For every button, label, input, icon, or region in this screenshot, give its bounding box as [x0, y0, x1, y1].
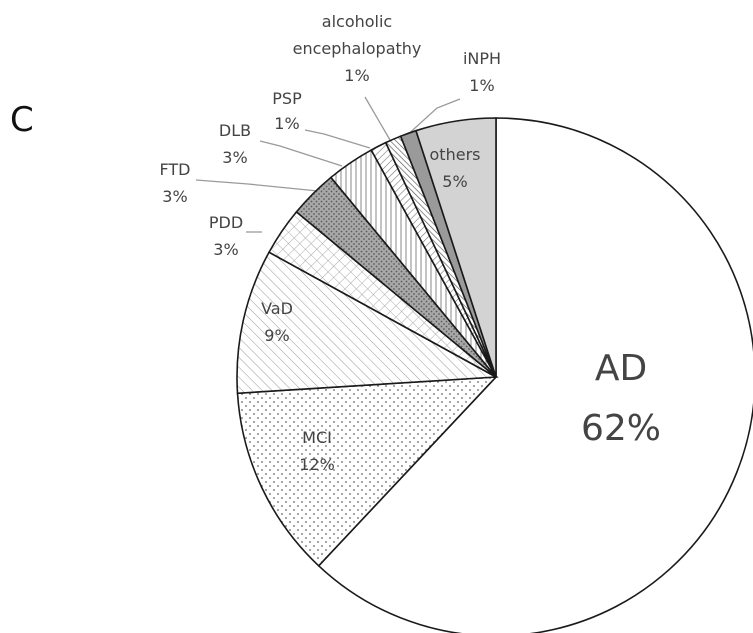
slice-label-inph: iNPH [463, 49, 501, 68]
slice-value-dlb: 3% [222, 148, 247, 167]
slice-value-mci: 12% [299, 455, 335, 474]
leader-lines [195, 96, 461, 233]
slice-value-vad: 9% [264, 326, 289, 345]
slice-value-others: 5% [442, 172, 467, 191]
slice-value-pdd: 3% [213, 240, 238, 259]
leader-line-alcoholic-encephalopathy [364, 96, 391, 141]
panel-label: C [10, 100, 34, 140]
pie-slice-vad [236, 251, 499, 395]
slice-value-psp: 1% [274, 114, 299, 133]
slice-label-ad: AD [595, 348, 647, 389]
slice-label-vad: VaD [261, 299, 293, 318]
slice-value-ftd: 3% [162, 187, 187, 206]
slice-value-ad: 62% [581, 408, 661, 449]
slice-label-ftd: FTD [159, 160, 190, 179]
pie-slices [236, 117, 753, 633]
slice-value-alcoholic-encephalopathy: 1% [344, 66, 369, 85]
pie-slice-others [414, 117, 497, 378]
slice-label-psp: PSP [272, 89, 302, 108]
slice-value-inph: 1% [469, 76, 494, 95]
slice-label-alcoholic-encephalopathy-line1: alcoholic [322, 12, 392, 31]
slice-label-pdd: PDD [209, 213, 243, 232]
pie-slice-mci [236, 376, 498, 567]
pie-slice-ad [317, 117, 753, 633]
leader-line-inph [403, 98, 461, 139]
leader-line-ftd [195, 179, 319, 192]
leader-line-psp [304, 129, 371, 149]
slice-label-others: others [430, 145, 481, 164]
slice-label-mci: MCI [302, 428, 332, 447]
slice-label-alcoholic-encephalopathy-line2: encephalopathy [293, 39, 422, 58]
leader-line-dlb [259, 140, 343, 167]
slice-labels: AD 62% MCI 12% VaD 9% PDD 3% FTD 3% DLB 3% PSP 1% alco… [159, 12, 661, 474]
slice-label-dlb: DLB [219, 121, 251, 140]
